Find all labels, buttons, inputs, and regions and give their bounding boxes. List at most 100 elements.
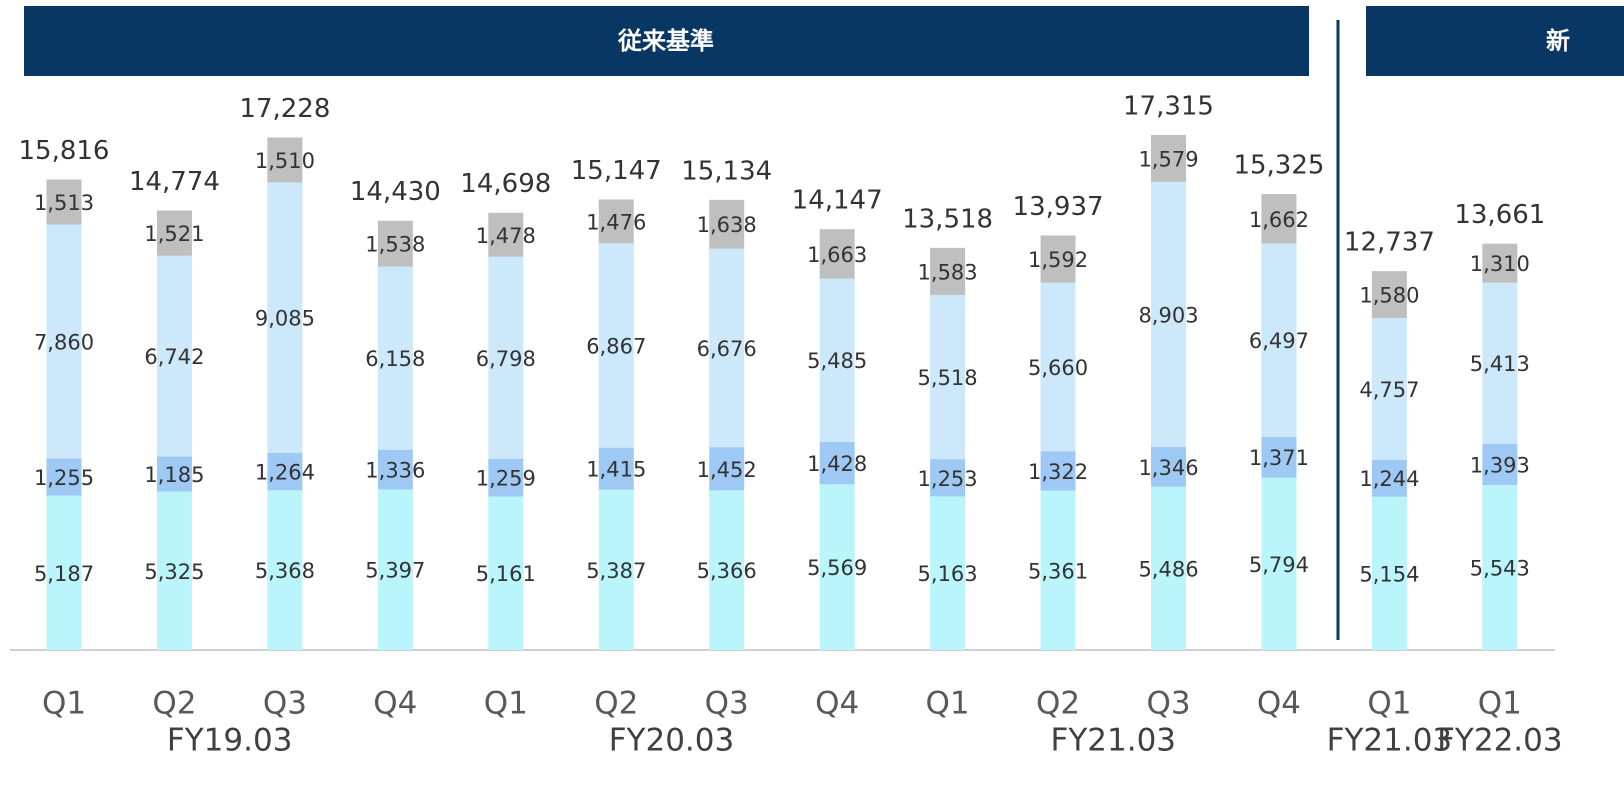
section-header: 新 [1546, 27, 1570, 55]
data-label: 8,903 [1138, 303, 1198, 327]
data-label: 4,757 [1359, 378, 1419, 402]
bar-segment [488, 459, 524, 497]
data-label: 5,413 [1470, 352, 1530, 376]
data-label: 1,476 [586, 210, 646, 234]
section-header: 従来基準 [617, 27, 714, 55]
bar-segment [1040, 235, 1076, 283]
total-label: 17,315 [1123, 91, 1214, 121]
bar-segment [488, 256, 524, 460]
group-label: FY21.03 [1051, 723, 1177, 759]
x-tick-label: Q1 [926, 686, 970, 722]
total-label: 13,661 [1454, 200, 1545, 230]
bar-segment [1482, 243, 1518, 283]
data-label: 1,538 [365, 233, 425, 257]
group-label: FY21.03 [1327, 723, 1453, 759]
data-label: 1,663 [807, 243, 867, 267]
bar-segment [819, 484, 855, 650]
total-label: 13,518 [902, 204, 993, 234]
data-label: 1,592 [1028, 248, 1088, 272]
bar-segment [1261, 243, 1297, 437]
data-label: 6,497 [1249, 329, 1309, 353]
bar-segment [598, 447, 634, 490]
bar-segment [930, 247, 966, 295]
bar-segment [267, 137, 303, 183]
bar-segment [598, 199, 634, 244]
bar-segment [1151, 134, 1186, 182]
x-tick-label: Q1 [42, 686, 86, 722]
data-label: 5,387 [586, 559, 646, 583]
bar-segment [377, 449, 413, 490]
section-header-bg [1366, 6, 1624, 76]
data-label: 1,452 [697, 458, 757, 482]
x-tick-label: Q3 [1146, 686, 1190, 722]
bar-segment [156, 210, 192, 256]
data-label: 1,185 [144, 463, 204, 487]
bar-segment [1151, 446, 1186, 487]
bar-segment [46, 179, 82, 225]
data-label: 1,253 [918, 467, 978, 491]
bar-segment [46, 495, 82, 650]
data-label: 1,583 [918, 260, 978, 284]
bar-segment [1151, 181, 1186, 447]
data-label: 5,569 [807, 556, 867, 580]
x-tick-label: Q2 [594, 686, 638, 722]
data-label: 7,860 [34, 330, 94, 354]
data-label: 9,085 [255, 307, 315, 331]
data-label: 1,580 [1359, 284, 1419, 308]
data-label: 5,543 [1470, 557, 1530, 581]
x-tick-label: Q1 [1478, 686, 1522, 722]
bar-segment [46, 458, 82, 496]
data-label: 5,486 [1138, 557, 1198, 581]
bar-segment [377, 220, 413, 267]
total-label: 14,430 [350, 177, 441, 207]
bar-segment [267, 452, 303, 491]
bar-segment [267, 490, 303, 650]
total-label: 13,937 [1013, 192, 1104, 222]
x-tick-label: Q2 [152, 686, 196, 722]
x-tick-label: Q4 [1257, 686, 1301, 722]
bar-segment [1261, 194, 1297, 244]
data-label: 1,259 [476, 467, 536, 491]
data-label: 6,676 [697, 337, 757, 361]
bar-segment [377, 489, 413, 650]
data-label: 1,255 [34, 466, 94, 490]
data-label: 5,485 [807, 349, 867, 373]
total-label: 15,816 [19, 136, 110, 166]
bar-segment [1371, 271, 1407, 319]
total-label: 15,325 [1233, 151, 1324, 181]
data-label: 5,794 [1249, 553, 1309, 577]
data-label: 1,521 [144, 222, 204, 246]
total-label: 15,134 [681, 156, 772, 186]
bar-segment [709, 447, 745, 491]
data-label: 1,638 [697, 213, 757, 237]
bar-segment [46, 224, 82, 459]
data-label: 5,660 [1028, 356, 1088, 380]
total-label: 12,737 [1344, 228, 1435, 258]
bar-segment [930, 496, 966, 650]
bar-segment [1261, 436, 1297, 478]
bar-segment [156, 491, 192, 650]
data-label: 5,368 [255, 559, 315, 583]
section-header-bg [24, 6, 1309, 76]
bar-segment [930, 294, 966, 460]
data-label: 1,393 [1470, 453, 1530, 477]
data-label: 1,510 [255, 149, 315, 173]
data-label: 1,336 [365, 459, 425, 483]
bar-segment [709, 199, 745, 249]
bar-segment [1040, 282, 1076, 452]
data-label: 5,161 [476, 562, 536, 586]
bar-segment [709, 490, 745, 650]
data-label: 1,428 [807, 452, 867, 476]
bar-segment [156, 456, 192, 492]
x-tick-label: Q1 [1367, 686, 1411, 722]
data-label: 5,361 [1028, 559, 1088, 583]
bar-segment [819, 278, 855, 442]
data-label: 1,371 [1249, 446, 1309, 470]
bar-segment [488, 212, 524, 257]
data-label: 1,264 [255, 461, 315, 485]
group-label: FY22.03 [1437, 723, 1563, 759]
bar-segment [1371, 318, 1407, 460]
data-label: 1,346 [1138, 456, 1198, 480]
data-label: 1,513 [34, 191, 94, 215]
